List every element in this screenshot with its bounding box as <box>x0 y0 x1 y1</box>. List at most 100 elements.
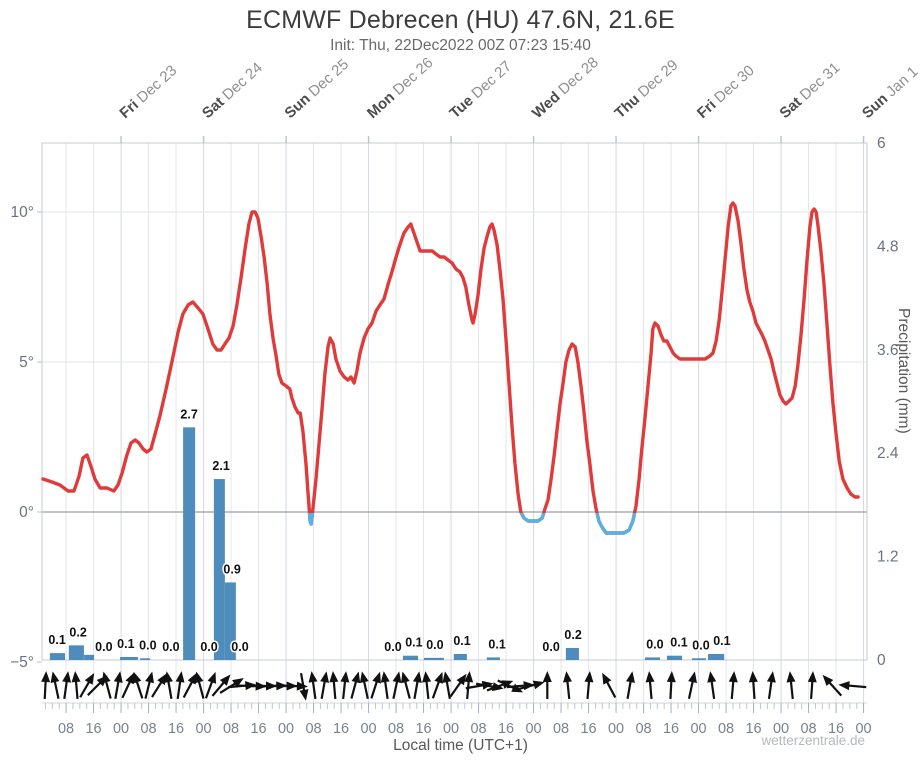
precip-bar <box>402 655 419 660</box>
wind-arrow <box>517 680 545 691</box>
wind-arrow <box>584 671 594 700</box>
wind-arrow <box>401 671 411 699</box>
precip-bar <box>68 645 84 660</box>
precip-value-label: 2.1 <box>212 459 229 473</box>
x-axis-title: Local time (UTC+1) <box>393 737 528 754</box>
time-tick-label: 08 <box>553 721 569 737</box>
wind-arrow <box>121 672 135 699</box>
precip-value-label: 0.0 <box>426 638 443 652</box>
plot-border <box>41 142 868 661</box>
hour-ruler <box>42 702 867 713</box>
wind-arrow <box>442 671 452 699</box>
precip-bar <box>224 582 236 660</box>
time-tick-label: 00 <box>690 721 706 737</box>
precip-value-label: 0.0 <box>692 638 709 652</box>
wind-arrow <box>542 671 552 699</box>
precip-axis-labels: 0 1.2 2.4 3.6 4.8 6 <box>877 135 899 669</box>
day-label: TueDec 27 <box>446 58 515 122</box>
time-tick-label: 08 <box>140 721 156 737</box>
y-axis-right-title: Precipitation (mm) <box>895 308 912 434</box>
wind-arrow <box>645 671 655 700</box>
wind-arrow <box>431 671 443 699</box>
time-tick-label: 00 <box>360 721 376 737</box>
wind-arrow <box>422 671 432 700</box>
wind-arrow <box>144 671 154 699</box>
precip-value-label: 0.0 <box>231 640 248 654</box>
precip-value-label: 0.1 <box>670 636 687 650</box>
time-tick-label: 16 <box>333 721 349 737</box>
wind-arrow <box>563 671 572 700</box>
time-tick-label: 00 <box>443 721 459 737</box>
precip-bar <box>213 479 225 660</box>
precip-bars <box>49 427 725 660</box>
wind-arrow <box>182 672 197 698</box>
wind-arrow <box>101 671 112 699</box>
wind-arrow <box>340 671 350 700</box>
temperature-line-below-zero <box>307 513 637 535</box>
time-tick-label: 00 <box>855 721 871 737</box>
temp-tick-label: 10° <box>11 204 34 221</box>
precip-value-label: 0.0 <box>139 638 156 652</box>
wind-arrow <box>211 674 231 697</box>
wind-arrow <box>299 673 309 701</box>
day-label: FriDec 30 <box>694 62 758 122</box>
precip-tick-label: 1.2 <box>877 549 899 566</box>
precip-tick-label: 3.6 <box>877 342 899 359</box>
day-label: ThuDec 29 <box>611 56 681 122</box>
wind-arrow <box>807 671 817 700</box>
time-tick-label: 16 <box>85 721 101 737</box>
precip-bar <box>666 655 683 660</box>
wind-arrows <box>41 671 867 701</box>
wind-arrow <box>822 674 843 697</box>
precip-value-label: 0.0 <box>95 640 112 654</box>
precip-bar <box>644 657 661 660</box>
wind-arrow <box>707 671 717 700</box>
precip-value-label: 0.1 <box>117 637 134 651</box>
precip-bar <box>84 654 95 660</box>
precip-value-label: 0.1 <box>713 634 730 648</box>
init-subtitle: Init: Thu, 22Dec2022 00Z 07:23 15:40 <box>330 37 591 54</box>
precip-tick-label: 4.8 <box>877 238 899 255</box>
wind-arrow <box>687 671 697 699</box>
wind-arrow <box>449 673 467 698</box>
day-label: SatDec 24 <box>199 59 266 122</box>
wind-arrow <box>204 671 216 699</box>
day-label: SunJan 1 <box>859 63 921 122</box>
temp-axis-labels: 10° 5° 0° −5° <box>10 204 42 671</box>
time-tick-label: 16 <box>415 721 431 737</box>
wind-arrow <box>370 671 381 699</box>
precip-value-label: 0.1 <box>48 633 65 647</box>
time-tick-label: 00 <box>773 721 789 737</box>
gridlines <box>42 143 867 703</box>
precip-value-label: 0.0 <box>384 640 401 654</box>
wind-arrow <box>786 671 796 700</box>
wind-arrow <box>320 671 330 699</box>
wind-arrow <box>113 671 123 699</box>
time-tick-label: 08 <box>635 721 651 737</box>
wind-arrow <box>164 671 173 699</box>
time-tick-label: 08 <box>718 721 734 737</box>
time-tick-label: 08 <box>388 721 404 737</box>
precip-value-label: 0.9 <box>223 562 240 576</box>
wind-arrow <box>838 681 867 691</box>
time-tick-label: 00 <box>195 721 211 737</box>
day-label: SunDec 25 <box>281 56 352 122</box>
time-tick-label: 00 <box>525 721 541 737</box>
wind-arrow <box>464 671 474 700</box>
wind-arrow <box>79 673 95 698</box>
wind-arrow <box>308 671 318 700</box>
time-tick-label: 16 <box>498 721 514 737</box>
page-title: ECMWF Debrecen (HU) 47.6N, 21.6E <box>246 6 675 34</box>
day-label: WedDec 28 <box>529 54 602 122</box>
wind-arrow <box>359 671 369 699</box>
time-tick-label: 08 <box>305 721 321 737</box>
precip-value-label: 0.1 <box>453 634 470 648</box>
time-tick-label: 00 <box>278 721 294 737</box>
plot-frame <box>41 142 868 661</box>
wind-arrow <box>748 671 758 700</box>
wind-arrow <box>626 671 635 699</box>
precip-bar <box>120 656 138 660</box>
day-label: SatDec 31 <box>776 59 843 122</box>
time-tick-label: 00 <box>608 721 624 737</box>
